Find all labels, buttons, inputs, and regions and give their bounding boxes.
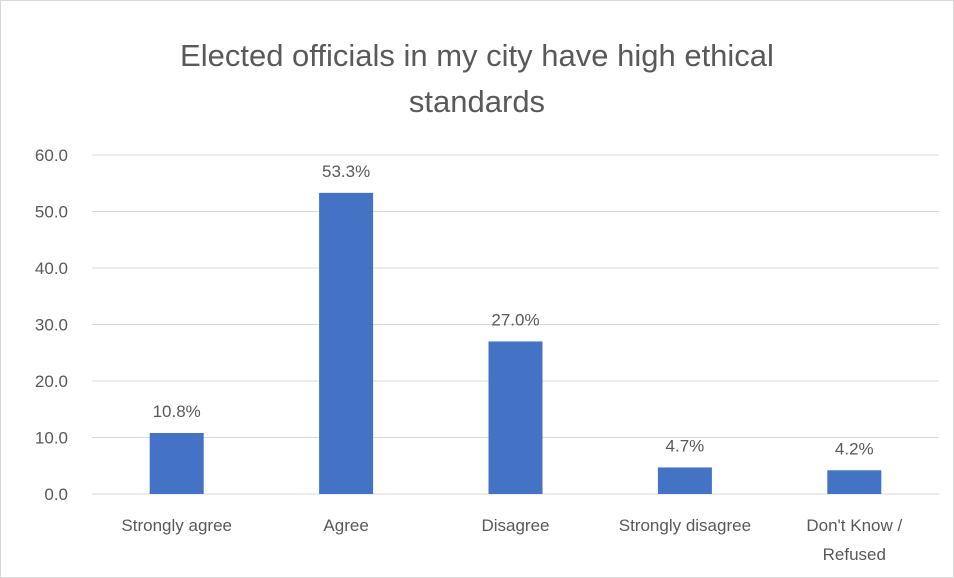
x-tick-label: Strongly agree [121, 516, 232, 535]
y-tick-label: 20.0 [35, 372, 68, 391]
data-label: 4.7% [666, 436, 705, 455]
y-tick-label: 30.0 [35, 316, 68, 335]
x-tick-label: Disagree [481, 516, 549, 535]
x-tick-label: Agree [323, 516, 368, 535]
data-label: 27.0% [491, 310, 539, 329]
y-tick-label: 10.0 [35, 429, 68, 448]
chart-title: Elected officials in my city have high e… [1, 33, 953, 125]
y-tick-label: 40.0 [35, 259, 68, 278]
y-tick-label: 0.0 [44, 485, 68, 504]
y-tick-label: 50.0 [35, 203, 68, 222]
data-label: 10.8% [153, 402, 201, 421]
chart-title-text: Elected officials in my city have high e… [180, 38, 774, 119]
bar [827, 470, 882, 494]
x-tick-label: Strongly disagree [619, 516, 751, 535]
bar [657, 467, 712, 494]
bar [319, 192, 374, 495]
x-tick-label: Don't Know / Refused [806, 516, 902, 564]
y-tick-label: 60.0 [35, 146, 68, 165]
data-label: 53.3% [322, 162, 370, 181]
bar [149, 432, 204, 494]
data-label: 4.2% [835, 439, 874, 458]
bar [488, 341, 543, 494]
